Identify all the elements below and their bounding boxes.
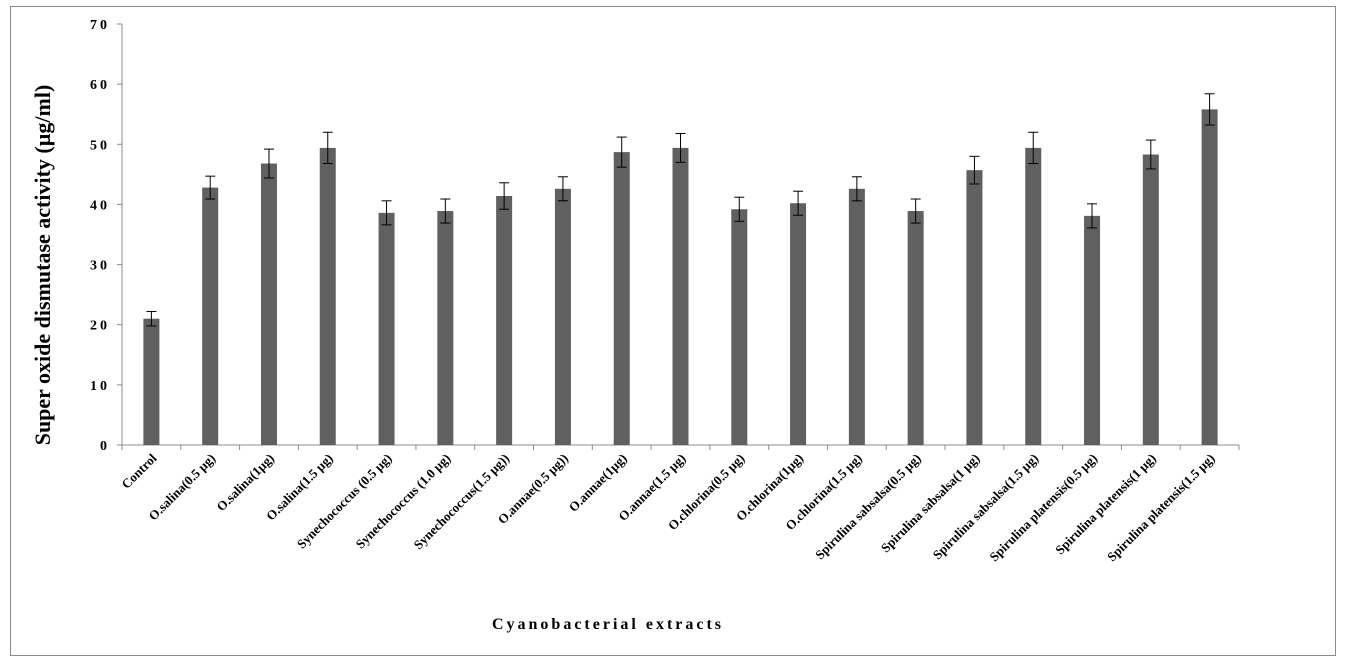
bar <box>202 187 219 446</box>
x-tick-label: O.annae(1µg) <box>566 451 630 515</box>
bar <box>496 196 513 445</box>
y-tick-label: 30 <box>90 259 110 274</box>
y-tick-label: 40 <box>90 198 110 213</box>
x-tick-label: Spirulina sabsalsa(1.5 µg) <box>930 451 1042 563</box>
y-axis-label: Super oxide dismutase activity (µg/ml) <box>30 85 55 446</box>
y-tick-label: 0 <box>100 439 110 454</box>
y-tick-label: 20 <box>90 319 110 334</box>
bar <box>731 209 748 445</box>
bar <box>907 211 924 445</box>
bar <box>143 318 160 445</box>
x-tick-label: Spirulina sabsalsa(1 µg) <box>878 451 983 556</box>
bar <box>613 152 630 445</box>
bar <box>378 212 395 445</box>
bar <box>437 211 454 445</box>
y-tick-label: 10 <box>90 379 110 394</box>
x-tick-label: Spirulina sabsalsa(0.5 µg) <box>812 451 924 563</box>
y-tick-label: 60 <box>90 78 110 93</box>
x-tick-label: Spirulina platensis(0.5 µg) <box>986 451 1100 565</box>
bar <box>319 147 336 445</box>
bar <box>554 188 571 445</box>
bar <box>260 163 277 445</box>
bar <box>966 170 983 445</box>
chart-frame <box>10 6 1336 656</box>
x-tick-label: Synechococcus(1.5 µg)) <box>411 451 513 553</box>
y-tick-label: 50 <box>90 138 110 153</box>
x-tick-label: Control <box>118 450 159 491</box>
x-tick-label: Spirulina platensis(1 µg) <box>1052 451 1159 558</box>
y-tick-label: 70 <box>90 18 110 33</box>
bar <box>1084 215 1101 445</box>
bar <box>1201 109 1218 445</box>
bar <box>848 188 865 445</box>
bar <box>1025 147 1042 445</box>
bar <box>1142 154 1159 445</box>
bar <box>790 203 807 445</box>
x-axis-label: Cyanobacterial extracts <box>492 616 724 633</box>
x-tick-label: O.salina(1µg) <box>213 451 277 515</box>
bar <box>672 147 689 445</box>
x-tick-label: Spirulina platensis(1.5 µg) <box>1104 451 1218 565</box>
